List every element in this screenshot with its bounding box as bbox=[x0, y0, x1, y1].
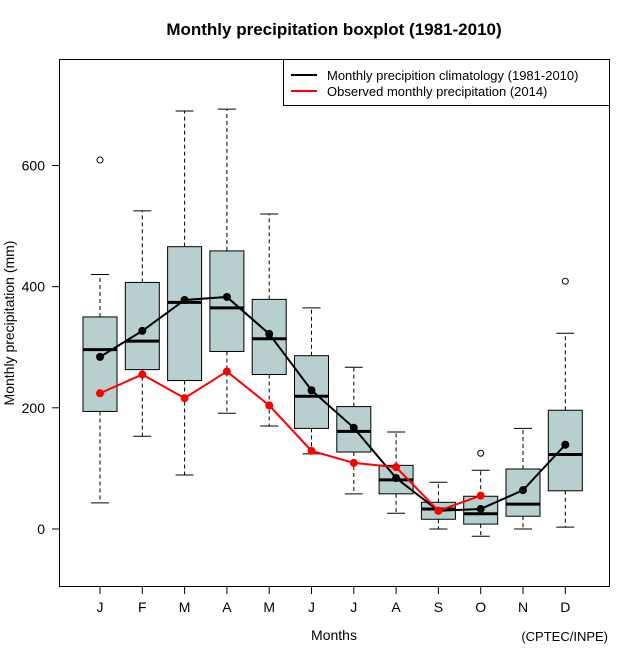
box-4 bbox=[251, 213, 287, 427]
y-tick-label: 600 bbox=[22, 158, 46, 174]
series-point-0 bbox=[392, 474, 401, 483]
box-1 bbox=[124, 210, 160, 437]
x-axis-label: Months bbox=[311, 627, 357, 643]
box-3 bbox=[209, 108, 245, 414]
boxes-group bbox=[82, 108, 583, 537]
box-iqr bbox=[124, 281, 160, 371]
source-annotation: (CPTEC/INPE) bbox=[521, 629, 608, 644]
x-tick-label: J bbox=[97, 599, 104, 615]
box-11 bbox=[547, 277, 583, 528]
series-point-1 bbox=[96, 389, 104, 398]
box-5 bbox=[294, 307, 329, 455]
x-tick-label: M bbox=[263, 599, 275, 615]
box-iqr bbox=[547, 409, 583, 492]
series-line-1 bbox=[99, 370, 482, 512]
legend-label-climatology: Monthly precipition climatology (1981-20… bbox=[327, 68, 578, 83]
x-tick-label: J bbox=[350, 599, 357, 615]
box-2 bbox=[167, 110, 203, 476]
series-point-1 bbox=[138, 370, 147, 379]
outlier-point bbox=[477, 449, 485, 457]
outlier-point bbox=[561, 277, 569, 285]
x-tick-label: A bbox=[391, 599, 401, 615]
box-iqr bbox=[209, 250, 245, 352]
x-tick-label: S bbox=[434, 599, 443, 615]
series-point-1 bbox=[265, 401, 274, 410]
outlier-point bbox=[96, 156, 104, 164]
box-0 bbox=[82, 156, 118, 504]
legend-label-observed: Observed monthly precipitation (2014) bbox=[327, 84, 547, 99]
x-tick-label: N bbox=[518, 599, 528, 615]
legend: Monthly precipition climatology (1981-20… bbox=[283, 59, 610, 106]
x-tick-label: J bbox=[308, 599, 315, 615]
chart-title: Monthly precipitation boxplot (1981-2010… bbox=[166, 20, 501, 39]
series-point-1 bbox=[434, 506, 443, 515]
series-point-0 bbox=[349, 423, 358, 432]
box-7 bbox=[378, 431, 414, 514]
legend-box bbox=[283, 59, 610, 106]
series-point-0 bbox=[476, 504, 485, 513]
box-iqr bbox=[167, 246, 203, 382]
x-tick-label: D bbox=[560, 599, 570, 615]
y-axis: 0 200 400 600 bbox=[22, 158, 60, 537]
y-tick-label: 0 bbox=[37, 521, 45, 537]
series-point-0 bbox=[138, 326, 147, 335]
series-point-1 bbox=[307, 446, 316, 455]
series-line-0 bbox=[99, 295, 567, 512]
y-tick-label: 200 bbox=[22, 400, 46, 416]
series-point-1 bbox=[222, 367, 231, 376]
series-point-1 bbox=[349, 458, 358, 467]
series-point-1 bbox=[392, 463, 401, 472]
series-lines bbox=[96, 292, 570, 515]
series-point-0 bbox=[96, 352, 104, 361]
series-point-0 bbox=[265, 329, 274, 338]
series-point-0 bbox=[180, 295, 189, 304]
series-point-0 bbox=[307, 386, 316, 395]
series-point-1 bbox=[476, 491, 485, 500]
x-tick-label: F bbox=[138, 599, 147, 615]
y-tick-label: 400 bbox=[22, 279, 46, 295]
series-point-0 bbox=[222, 292, 231, 301]
series-point-1 bbox=[180, 394, 189, 403]
series-point-0 bbox=[561, 440, 570, 449]
series-point-0 bbox=[519, 486, 527, 495]
x-tick-label: M bbox=[179, 599, 191, 615]
y-axis-label: Monthly precipitation (mm) bbox=[1, 241, 17, 406]
x-tick-label: O bbox=[475, 599, 486, 615]
x-tick-label: A bbox=[222, 599, 232, 615]
